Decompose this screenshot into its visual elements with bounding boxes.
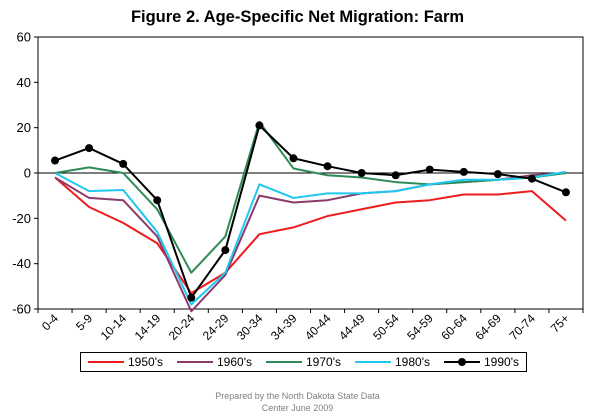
y-tick-label: -60 [12,302,31,317]
legend-item: 1950's [88,355,163,369]
data-point [119,159,128,168]
data-point [459,167,468,176]
y-tick-label: -20 [12,211,31,226]
y-tick-label: 40 [17,75,31,90]
data-point [561,188,570,197]
data-point [357,169,366,177]
footnote: Prepared by the North Dakota State Data … [0,390,595,414]
legend-swatch [355,356,391,368]
data-point [493,170,502,179]
chart-legend: 1950's 1960's 1970's 1980's 1990's [80,352,527,372]
y-tick-label: 60 [17,30,31,45]
data-point [289,154,298,163]
legend-item: 1970's [266,355,341,369]
x-tick-label: 14-19 [132,311,164,343]
x-tick-label: 50-54 [370,311,402,343]
x-tick-label: 0-4 [39,311,61,333]
x-tick-label: 54-59 [404,311,436,343]
x-tick-label: 64-69 [472,311,504,343]
y-tick-label: -40 [12,256,31,271]
y-tick-label: 0 [24,166,31,181]
x-tick-label: 24-29 [200,311,232,343]
series-line [54,176,567,295]
legend-swatch [444,356,480,368]
legend-label: 1980's [395,355,430,369]
legend-swatch [88,356,124,368]
data-point [85,144,94,153]
data-point [323,162,332,171]
x-tick-label: 70-74 [506,311,538,343]
series-line [54,124,567,299]
data-point [153,196,162,205]
legend-item: 1980's [355,355,430,369]
data-point [425,165,434,174]
x-tick-label: 40-44 [302,311,334,343]
x-tick-label: 44-49 [336,311,368,343]
chart-title: Figure 2. Age-Specific Net Migration: Fa… [130,8,465,26]
data-point [391,171,400,180]
x-tick-label: 5-9 [73,311,95,333]
legend-swatch [266,356,302,368]
x-tick-label: 10-14 [98,311,130,343]
legend-label: 1950's [128,355,163,369]
x-tick-label: 60-64 [438,311,470,343]
legend-label: 1960's [217,355,252,369]
x-tick-label: 30-34 [234,311,266,343]
data-point [221,246,230,255]
series-line [54,121,567,274]
legend-label: 1970's [306,355,341,369]
y-tick-label: 20 [17,120,31,135]
x-tick-label: 20-24 [166,311,198,343]
legend-item: 1960's [177,355,252,369]
data-point [527,174,536,183]
data-point [255,121,264,130]
legend-swatch [177,356,213,368]
legend-item: 1990's [444,355,519,369]
data-point [51,156,60,165]
x-tick-label: 34-39 [268,311,300,343]
series-line [54,170,567,306]
footnote-line-2: Center June 2009 [261,403,334,413]
x-tick-label: 75+ [548,311,572,335]
data-point [187,293,196,302]
legend-label: 1990's [484,355,519,369]
footnote-line-1: Prepared by the North Dakota State Data [215,391,380,401]
